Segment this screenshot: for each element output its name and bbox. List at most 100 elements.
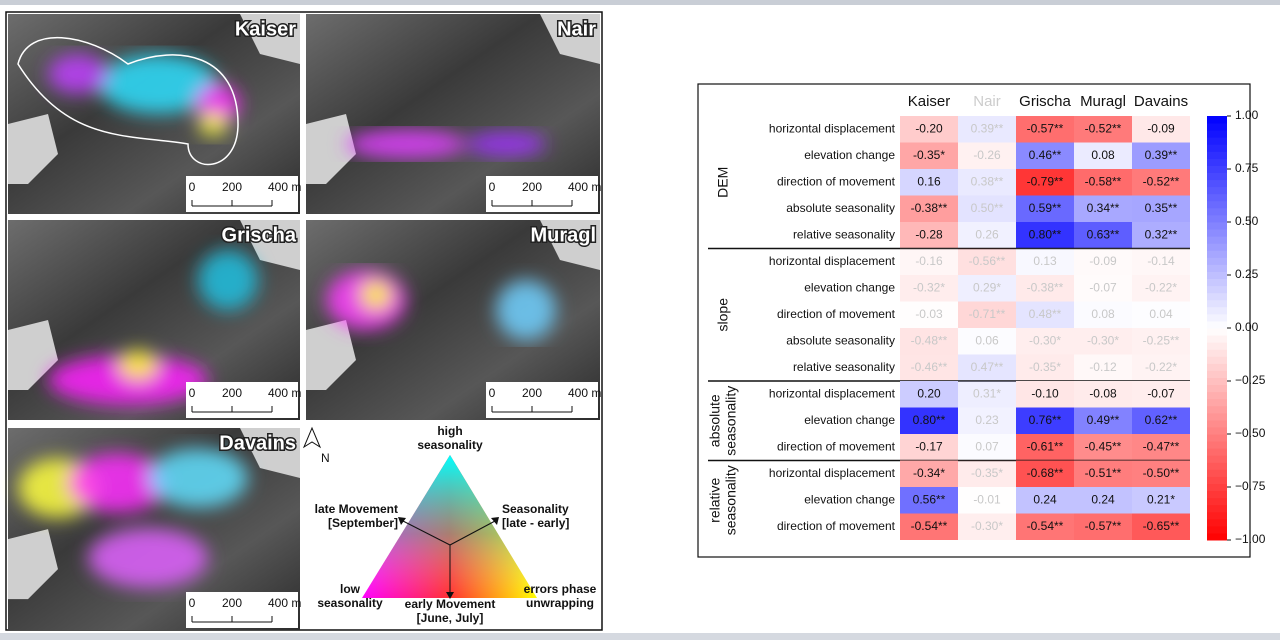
north-arrow xyxy=(302,426,322,449)
overlay-blob xyxy=(48,54,108,94)
map-panel: Muragl 0 200 400 m xyxy=(306,220,601,420)
cell-label: 0.47** xyxy=(971,360,1004,374)
seasonality-overlay xyxy=(326,270,556,340)
map-panel: Grischa 0 200 400 m xyxy=(8,220,301,420)
cell-label: -0.57** xyxy=(1027,121,1064,135)
cell-label: 0.63** xyxy=(1087,227,1120,241)
colorbar-segment xyxy=(1207,193,1227,202)
colorbar-segment xyxy=(1207,123,1227,131)
scale-label: 0 xyxy=(489,180,496,194)
heat-cell xyxy=(1016,460,1074,487)
heat-cell xyxy=(958,248,1016,275)
scale-label: 400 m xyxy=(568,180,601,194)
heat-cell xyxy=(1074,275,1132,302)
colorbar-segment xyxy=(1207,476,1227,484)
cell-label: -0.52** xyxy=(1085,121,1122,135)
heat-cell xyxy=(1016,222,1074,249)
colorbar-segment xyxy=(1207,264,1227,272)
colorbar-segment xyxy=(1207,214,1227,223)
colorbar-segment xyxy=(1207,278,1227,287)
colorbar-segment xyxy=(1207,335,1227,343)
heat-cell xyxy=(1016,169,1074,196)
column-label: Grischa xyxy=(1019,93,1071,110)
colorbar-segment xyxy=(1207,200,1227,209)
colorbar-segment xyxy=(1207,236,1227,244)
heat-cell xyxy=(958,381,1016,408)
cell-label: 0.56** xyxy=(913,492,946,506)
heat-cell xyxy=(1074,381,1132,408)
cell-label: -0.54** xyxy=(1027,519,1064,533)
cell-label: -0.68** xyxy=(1027,466,1064,480)
cell-label: -0.10 xyxy=(1031,386,1059,400)
overlay-blob xyxy=(68,453,168,513)
cell-label: -0.30* xyxy=(1029,333,1061,347)
colorbar-segment xyxy=(1207,285,1227,294)
colorbar-segment xyxy=(1207,434,1227,442)
scale-label: 400 m xyxy=(268,386,301,400)
cell-label: -0.61** xyxy=(1027,439,1064,453)
cell-label: -0.07 xyxy=(1089,280,1117,294)
heat-cell xyxy=(958,487,1016,514)
row-label: absolute seasonality xyxy=(786,333,895,347)
colorbar-label: −0.50 xyxy=(1235,426,1266,440)
heat-cell xyxy=(1074,248,1132,275)
row-label: direction of movement xyxy=(777,439,896,453)
cell-label: -0.46** xyxy=(911,360,948,374)
colorbar-segment xyxy=(1207,144,1227,152)
scale-label: 0 xyxy=(189,596,196,610)
cell-label: -0.51** xyxy=(1085,466,1122,480)
heat-cell xyxy=(1016,513,1074,540)
heat-cell xyxy=(900,513,958,540)
colorbar-label: 0.50 xyxy=(1235,214,1259,228)
legend-text: early Movement xyxy=(405,597,496,611)
seasonality-overlay xyxy=(18,448,248,588)
colorbar-segment xyxy=(1207,412,1227,421)
colorbar-segment xyxy=(1207,419,1227,428)
colorbar-segment xyxy=(1207,483,1227,492)
cell-label: -0.79** xyxy=(1027,174,1064,188)
cell-label: -0.14 xyxy=(1147,254,1175,268)
cell-label: -0.38** xyxy=(1027,280,1064,294)
heat-cell xyxy=(1132,513,1190,540)
maps: Kaiser 0 200 400 m Nair 0 200 400 m Grischa 0 200 4… xyxy=(8,14,601,630)
heat-cell xyxy=(1132,407,1190,434)
heat-cell xyxy=(958,169,1016,196)
cell-label: 0.21* xyxy=(1147,492,1175,506)
scale-label: 200 xyxy=(222,596,242,610)
heat-cell xyxy=(958,407,1016,434)
heat-cell xyxy=(1132,487,1190,514)
heat-cell xyxy=(1016,487,1074,514)
heat-cell xyxy=(1016,301,1074,328)
heat-cell xyxy=(900,381,958,408)
cell-label: -0.30* xyxy=(971,519,1003,533)
colorbar-label: 0.00 xyxy=(1235,320,1259,334)
overlay-blob xyxy=(118,350,158,380)
column-label: Nair xyxy=(973,93,1001,110)
heat-cell xyxy=(1016,275,1074,302)
colorbar-segment xyxy=(1207,384,1227,393)
cell-label: 0.39** xyxy=(971,121,1004,135)
heat-cell xyxy=(1016,328,1074,355)
colorbar-segment xyxy=(1207,158,1227,166)
heat-cell xyxy=(1074,328,1132,355)
cell-label: -0.26 xyxy=(973,148,1001,162)
heat-cell xyxy=(900,275,958,302)
colorbar-segment xyxy=(1207,370,1227,378)
heat-cell xyxy=(900,328,958,355)
colorbar-segment xyxy=(1207,497,1227,506)
arrow-head xyxy=(491,517,499,525)
heat-cell xyxy=(958,195,1016,222)
colorbar-segment xyxy=(1207,342,1227,350)
heat-cell xyxy=(900,434,958,461)
heat-cell xyxy=(958,460,1016,487)
cell-label: -0.03 xyxy=(915,307,943,321)
overlay-blob xyxy=(48,355,208,405)
cell-label: -0.30* xyxy=(1087,333,1119,347)
cell-label: -0.22* xyxy=(1145,360,1177,374)
cell-label: -0.48** xyxy=(911,333,948,347)
group-label: seasonality xyxy=(723,465,739,535)
colorbar-segment xyxy=(1207,271,1227,280)
heatmap: Kaiser Nair Grischa Muragl Davains horizontal… xyxy=(707,93,1266,546)
no-data-mask xyxy=(8,14,300,184)
row-label: direction of movement xyxy=(777,174,896,188)
